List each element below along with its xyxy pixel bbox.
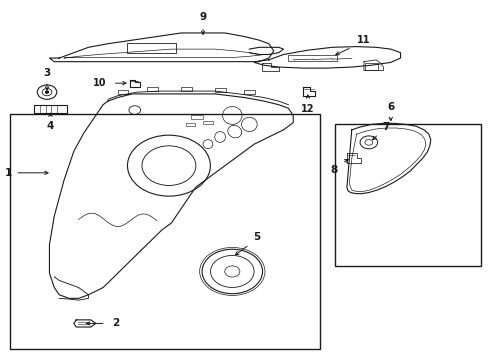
Text: 7: 7 — [381, 122, 388, 132]
Text: 9: 9 — [199, 12, 206, 22]
Bar — [147, 87, 158, 91]
Bar — [34, 105, 67, 113]
Bar — [185, 123, 194, 126]
Bar — [10, 114, 320, 348]
Text: 3: 3 — [43, 68, 51, 78]
Text: 10: 10 — [92, 78, 106, 88]
Text: 2: 2 — [112, 319, 119, 328]
Bar — [365, 63, 377, 69]
Bar — [118, 90, 128, 94]
Text: 6: 6 — [386, 102, 394, 112]
Circle shape — [45, 91, 48, 93]
Bar — [215, 88, 225, 92]
Text: 11: 11 — [356, 35, 369, 45]
Text: 8: 8 — [330, 165, 337, 175]
Text: 4: 4 — [47, 121, 54, 131]
Text: 12: 12 — [301, 104, 314, 114]
Bar — [127, 42, 176, 53]
Text: 5: 5 — [253, 232, 260, 242]
Text: 1: 1 — [4, 168, 12, 178]
Bar — [288, 55, 336, 60]
Bar — [203, 121, 212, 125]
Bar — [190, 115, 203, 119]
Bar — [334, 125, 480, 266]
Bar — [181, 87, 191, 91]
Bar — [244, 90, 255, 94]
